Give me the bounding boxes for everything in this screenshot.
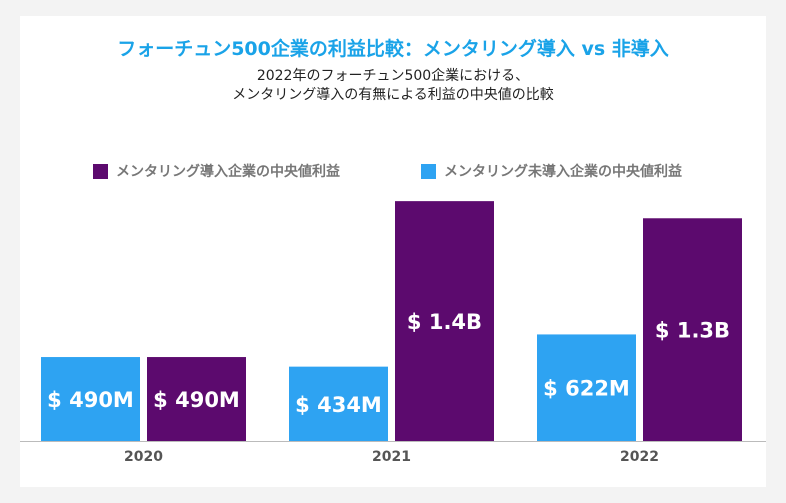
bar-mentored-2020 xyxy=(147,357,246,441)
data-label-mentored-2022: $ 1.3B xyxy=(655,319,730,343)
data-label-mentored-2020: $ 490M xyxy=(153,388,240,412)
data-label-not-mentored-2022: $ 622M xyxy=(543,377,630,401)
bar-not-mentored-2022 xyxy=(537,334,636,441)
subtitle-line-2: メンタリング導入の有無による利益の中央値の比較 xyxy=(232,87,554,103)
legend-item-not-mentored: メンタリング未導入企業の中央値利益 xyxy=(421,161,682,181)
chart-subtitle: 2022年のフォーチュン500企業における、 メンタリング導入の有無による利益の… xyxy=(0,67,786,105)
legend-swatch-not-mentored xyxy=(421,163,436,179)
x-tick-label-2020: 2020 xyxy=(124,449,163,465)
bar-mentored-2021 xyxy=(395,201,494,441)
bar-not-mentored-2020 xyxy=(41,357,140,441)
legend-swatch-mentored xyxy=(93,163,108,179)
data-label-not-mentored-2021: $ 434M xyxy=(295,393,382,417)
x-tick-label-2022: 2022 xyxy=(620,449,659,465)
legend-item-mentored: メンタリング導入企業の中央値利益 xyxy=(93,161,340,181)
data-label-not-mentored-2020: $ 490M xyxy=(47,388,134,412)
legend-label-mentored: メンタリング導入企業の中央値利益 xyxy=(116,164,340,180)
x-tick-label-2021: 2021 xyxy=(372,449,411,465)
legend-label-not-mentored: メンタリング未導入企業の中央値利益 xyxy=(444,164,682,180)
chart-title: フォーチュン500企業の利益比較：メンタリング導入 vs 非導入 xyxy=(117,38,669,60)
bar-not-mentored-2021 xyxy=(289,366,388,441)
data-label-mentored-2021: $ 1.4B xyxy=(407,310,482,334)
bar-mentored-2022 xyxy=(643,218,742,441)
chart-card xyxy=(20,16,766,487)
subtitle-line-1: 2022年のフォーチュン500企業における、 xyxy=(256,68,530,84)
